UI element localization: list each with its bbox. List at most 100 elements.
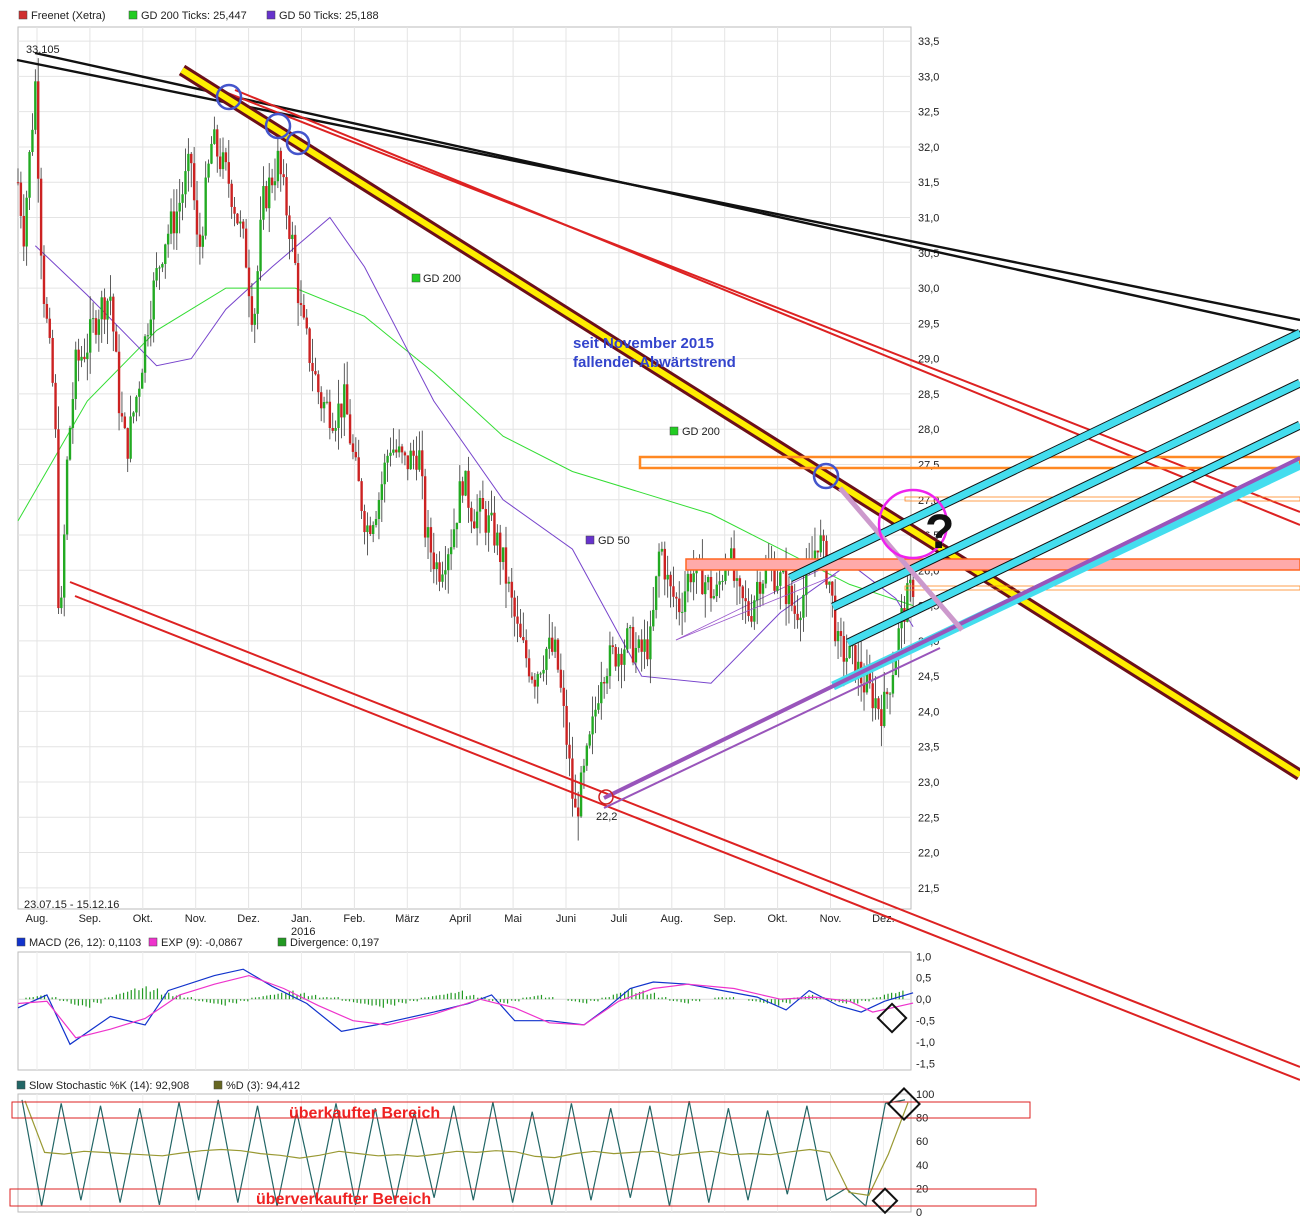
overbought-label: überkaufter Bereich bbox=[289, 1105, 440, 1122]
candle-body bbox=[80, 356, 83, 361]
month-label: Dez. bbox=[237, 913, 260, 925]
candle-body bbox=[325, 401, 329, 403]
candle-body bbox=[799, 617, 802, 621]
candle-body bbox=[395, 449, 398, 453]
candle-body bbox=[91, 318, 95, 320]
candle-body bbox=[452, 529, 456, 548]
gd50-label: GD 50 bbox=[598, 535, 630, 547]
candle-body bbox=[88, 319, 92, 353]
red-lower-line-2 bbox=[74, 595, 1300, 1081]
month-label: Jan. bbox=[291, 913, 312, 925]
candle-body bbox=[672, 586, 675, 597]
candle-body bbox=[602, 682, 606, 684]
candle-body bbox=[213, 129, 216, 144]
orange-zone-thin-1 bbox=[904, 496, 1300, 502]
candle-body bbox=[666, 574, 669, 580]
candle-body bbox=[883, 691, 886, 727]
candle-body bbox=[533, 679, 537, 687]
candle-body bbox=[366, 525, 369, 533]
red-channel-lines bbox=[69, 89, 1300, 1081]
red-lower-line-1 bbox=[69, 581, 1300, 1068]
candle-body bbox=[438, 562, 441, 582]
touch-circle-3 bbox=[285, 130, 311, 156]
candle-body bbox=[793, 605, 796, 614]
candle-body bbox=[239, 221, 242, 224]
candle-body bbox=[236, 213, 239, 224]
candle-body bbox=[140, 372, 144, 389]
candle-body bbox=[230, 183, 233, 207]
candle-body bbox=[406, 455, 410, 470]
candle-body bbox=[571, 758, 574, 799]
month-label: Okt. bbox=[768, 913, 788, 925]
candle-body bbox=[562, 687, 565, 706]
cyan-channel-3-fill bbox=[846, 421, 1300, 647]
candle-body bbox=[724, 568, 727, 581]
candle-body bbox=[620, 653, 623, 665]
price-tick-label: 31,0 bbox=[918, 213, 939, 225]
candle-body bbox=[253, 313, 256, 325]
max-price-label: 33,105 bbox=[26, 44, 60, 56]
candle-body bbox=[45, 303, 49, 319]
macd-tick-label: -1,0 bbox=[916, 1037, 935, 1049]
candle-body bbox=[591, 716, 594, 735]
candle-body bbox=[377, 500, 381, 520]
oversold-zone bbox=[9, 1188, 1037, 1207]
candle-body bbox=[423, 476, 427, 538]
candle-body bbox=[848, 645, 851, 659]
macd-tick-label: 1,0 bbox=[916, 951, 931, 963]
candle-body bbox=[175, 211, 179, 234]
candle-body bbox=[614, 646, 617, 667]
price-y-axis: 21,522,022,523,023,524,024,525,025,526,0… bbox=[918, 36, 939, 895]
stoch-diamond-top bbox=[887, 1087, 921, 1121]
candle-body bbox=[467, 470, 470, 508]
legend-freenet: Freenet (Xetra) bbox=[31, 10, 106, 22]
candle-body bbox=[868, 673, 872, 684]
candle-body bbox=[282, 174, 285, 178]
stoch-diamond-bottom bbox=[871, 1187, 899, 1215]
gd50-connector-line bbox=[675, 561, 837, 641]
candle-body bbox=[178, 202, 181, 212]
candle-body bbox=[764, 567, 768, 584]
candle-body bbox=[516, 616, 519, 624]
candle-body bbox=[158, 267, 161, 269]
candle-body bbox=[504, 547, 508, 584]
candle-body bbox=[63, 534, 66, 598]
macd-tick-label: -1,5 bbox=[916, 1059, 935, 1071]
candle-body bbox=[363, 510, 366, 533]
candle-body bbox=[383, 462, 386, 485]
candle-body bbox=[623, 649, 626, 665]
macd-panel-frame bbox=[17, 951, 912, 1071]
candle-body bbox=[380, 484, 384, 501]
candle-body bbox=[536, 674, 539, 687]
candle-body bbox=[351, 443, 355, 452]
legend-swatch-d bbox=[213, 1080, 223, 1090]
candle-body bbox=[654, 576, 658, 610]
candle-body bbox=[34, 81, 37, 130]
candle-body bbox=[640, 639, 643, 652]
candle-body bbox=[403, 452, 407, 456]
candle-body bbox=[285, 177, 288, 216]
candle-body bbox=[132, 412, 135, 417]
black-trendlines bbox=[16, 51, 1300, 334]
candle-body bbox=[501, 547, 505, 563]
candle-body bbox=[553, 639, 557, 652]
price-tick-label: 32,5 bbox=[918, 107, 939, 119]
candle-body bbox=[911, 579, 915, 598]
stoch-tick-label: 100 bbox=[916, 1089, 934, 1101]
candle-body bbox=[109, 296, 112, 301]
candle-body bbox=[201, 235, 204, 247]
candle-body bbox=[885, 691, 889, 695]
candle-body bbox=[686, 573, 690, 592]
month-axis: Aug. Sep. Okt. Nov. Dez. Jan. Feb. März April Mai… bbox=[26, 913, 895, 925]
stoch-tick-label: 0 bbox=[916, 1207, 922, 1219]
candle-body bbox=[184, 171, 187, 195]
grid-lines bbox=[18, 27, 911, 1212]
candle-body bbox=[550, 637, 554, 652]
legend-swatch-k bbox=[16, 1080, 26, 1090]
month-label: Mai bbox=[504, 913, 522, 925]
candle-body bbox=[631, 627, 635, 663]
red-upper-line-2 bbox=[234, 89, 1300, 526]
legend-exp: EXP (9): -0,0867 bbox=[161, 937, 243, 949]
candle-body bbox=[68, 427, 72, 460]
